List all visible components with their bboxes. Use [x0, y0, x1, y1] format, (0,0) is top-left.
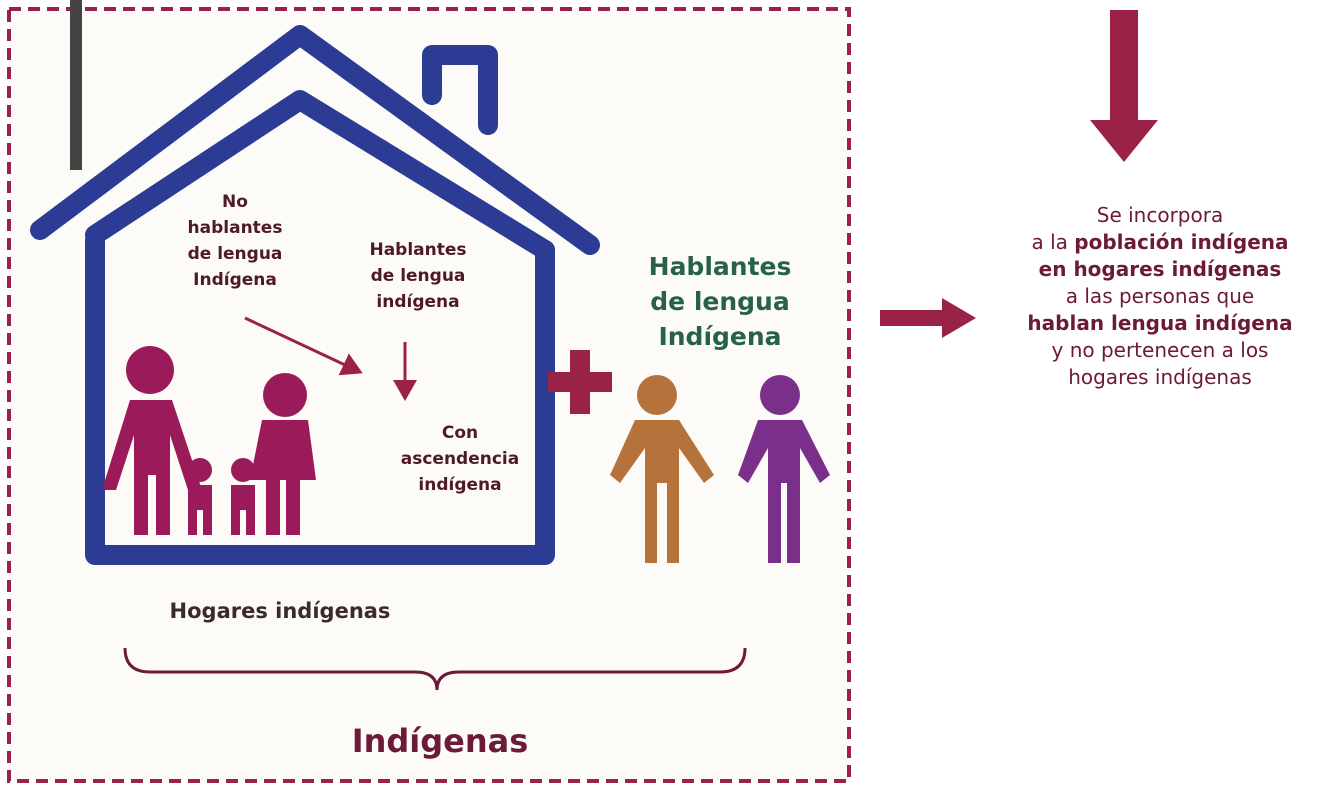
note-line: Se incorpora	[1097, 203, 1223, 227]
note-segment: población indígena	[1074, 230, 1288, 254]
right-arrow	[880, 298, 976, 338]
note-segment: a las personas que	[1066, 284, 1254, 308]
note-line: a la población indígena	[1031, 230, 1288, 254]
text-line: de lengua	[650, 287, 789, 316]
speakers-label: Hablantes de lengua Indígena	[649, 252, 792, 351]
text-line: No	[222, 192, 248, 212]
text-line: Hablantes	[649, 252, 792, 281]
text-line: hablantes	[188, 218, 283, 238]
note-segment: hablan lengua indígena	[1027, 311, 1292, 335]
total-label: Indígenas	[352, 722, 529, 760]
dark-bar	[70, 0, 82, 170]
house-label: Hablantes de lengua indígena	[369, 240, 466, 312]
note-segment: y no pertenecen a los	[1052, 338, 1269, 362]
note-line: en hogares indígenas	[1039, 257, 1282, 281]
diagram: No hablantes de lengua Indígena Hablantes de …	[0, 0, 1342, 789]
text-line: ascendencia	[401, 449, 519, 469]
note: Se incorpora a la población indígena en ho…	[1027, 203, 1292, 389]
text-line: indígena	[418, 475, 501, 495]
note-segment: a la	[1031, 230, 1074, 254]
down-arrow	[1090, 10, 1158, 162]
text-line: de lengua	[371, 266, 466, 286]
note-segment: en hogares indígenas	[1039, 257, 1282, 281]
text-line: indígena	[376, 292, 459, 312]
note-line: hablan lengua indígena	[1027, 311, 1292, 335]
text-line: Hablantes	[369, 240, 466, 260]
note-line: y no pertenecen a los	[1052, 338, 1269, 362]
note-segment: hogares indígenas	[1068, 365, 1252, 389]
text-line: Con	[442, 423, 478, 443]
text-line: Indígena	[193, 270, 277, 290]
households-label: Hogares indígenas	[170, 599, 391, 623]
text-line: de lengua	[188, 244, 283, 264]
note-line: a las personas que	[1066, 284, 1254, 308]
text-line: Indígena	[658, 322, 781, 351]
note-segment: Se incorpora	[1097, 203, 1223, 227]
note-line: hogares indígenas	[1068, 365, 1252, 389]
